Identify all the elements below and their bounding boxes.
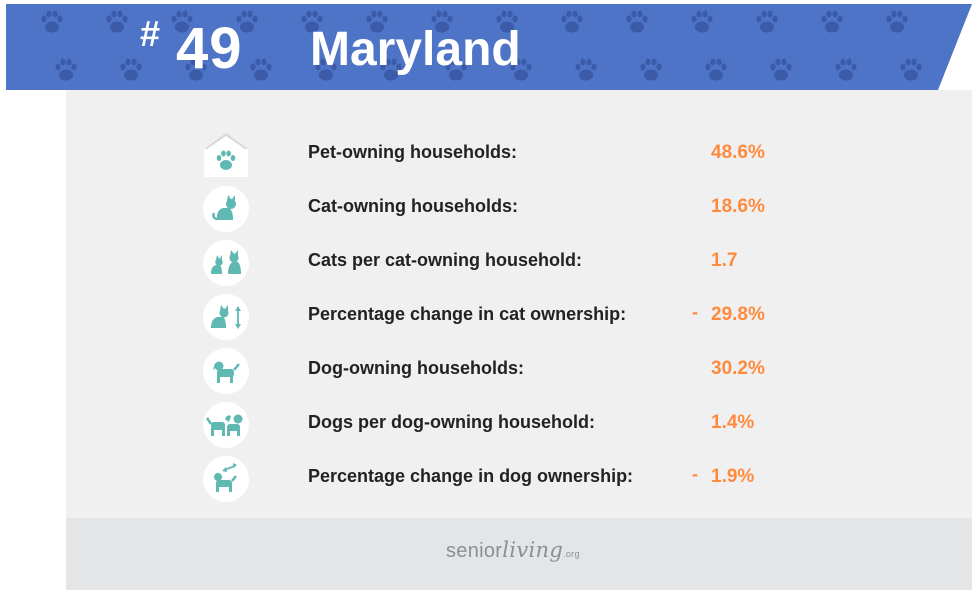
stat-value: 29.8%: [711, 304, 765, 325]
stat-value: 48.6%: [711, 142, 765, 163]
dog-icon: [203, 348, 249, 394]
stat-value: 1.4%: [711, 412, 755, 433]
stat-label: Dog-owning households:: [308, 358, 524, 378]
stat-row-cat-households: Cat-owning households: 18.6%: [0, 182, 976, 236]
stat-row-dog-households: Dog-owning households: 30.2%: [0, 344, 976, 398]
stat-row-cat-change: Percentage change in cat ownership: - 29…: [0, 290, 976, 344]
stat-value: 30.2%: [711, 358, 765, 379]
cat-change-icon: [203, 294, 249, 340]
stat-value: 1.9%: [711, 466, 755, 487]
state-title: Maryland: [310, 23, 521, 76]
dog-change-icon: [203, 456, 249, 502]
rank-number: 49: [176, 16, 243, 81]
footer-bar: [66, 518, 972, 590]
stat-row-dogs-per-household: Dogs per dog-owning household: 1.4%: [0, 398, 976, 452]
brand-org: .org: [563, 549, 580, 559]
stat-sign: -: [692, 464, 698, 484]
rank-hash: #: [140, 13, 161, 54]
stat-row-cats-per-household: Cats per cat-owning household: 1.7: [0, 236, 976, 290]
stat-label: Dogs per dog-owning household:: [308, 412, 595, 432]
header-banner: [6, 4, 972, 90]
brand-senior: senior: [446, 540, 503, 562]
stat-label: Percentage change in dog ownership:: [308, 466, 634, 486]
stat-label: Cats per cat-owning household:: [308, 250, 583, 270]
two-dogs-icon: [203, 402, 249, 448]
stat-value: 18.6%: [711, 196, 765, 217]
house-paw-icon: [204, 133, 248, 177]
stat-sign: -: [692, 302, 698, 322]
stat-value: 1.7: [711, 250, 738, 271]
stat-row-dog-change: Percentage change in dog ownership: - 1.…: [0, 452, 976, 506]
cat-icon: [203, 186, 249, 232]
brand-living: living: [502, 538, 564, 562]
stat-label: Percentage change in cat ownership:: [308, 304, 627, 324]
brand-logo: seniorliving.org: [446, 538, 580, 563]
stat-row-pet-households: Pet-owning households: 48.6%: [0, 128, 976, 182]
stat-label: Cat-owning households:: [308, 196, 518, 216]
stat-label: Pet-owning households:: [308, 142, 517, 162]
two-cats-icon: [203, 240, 249, 286]
